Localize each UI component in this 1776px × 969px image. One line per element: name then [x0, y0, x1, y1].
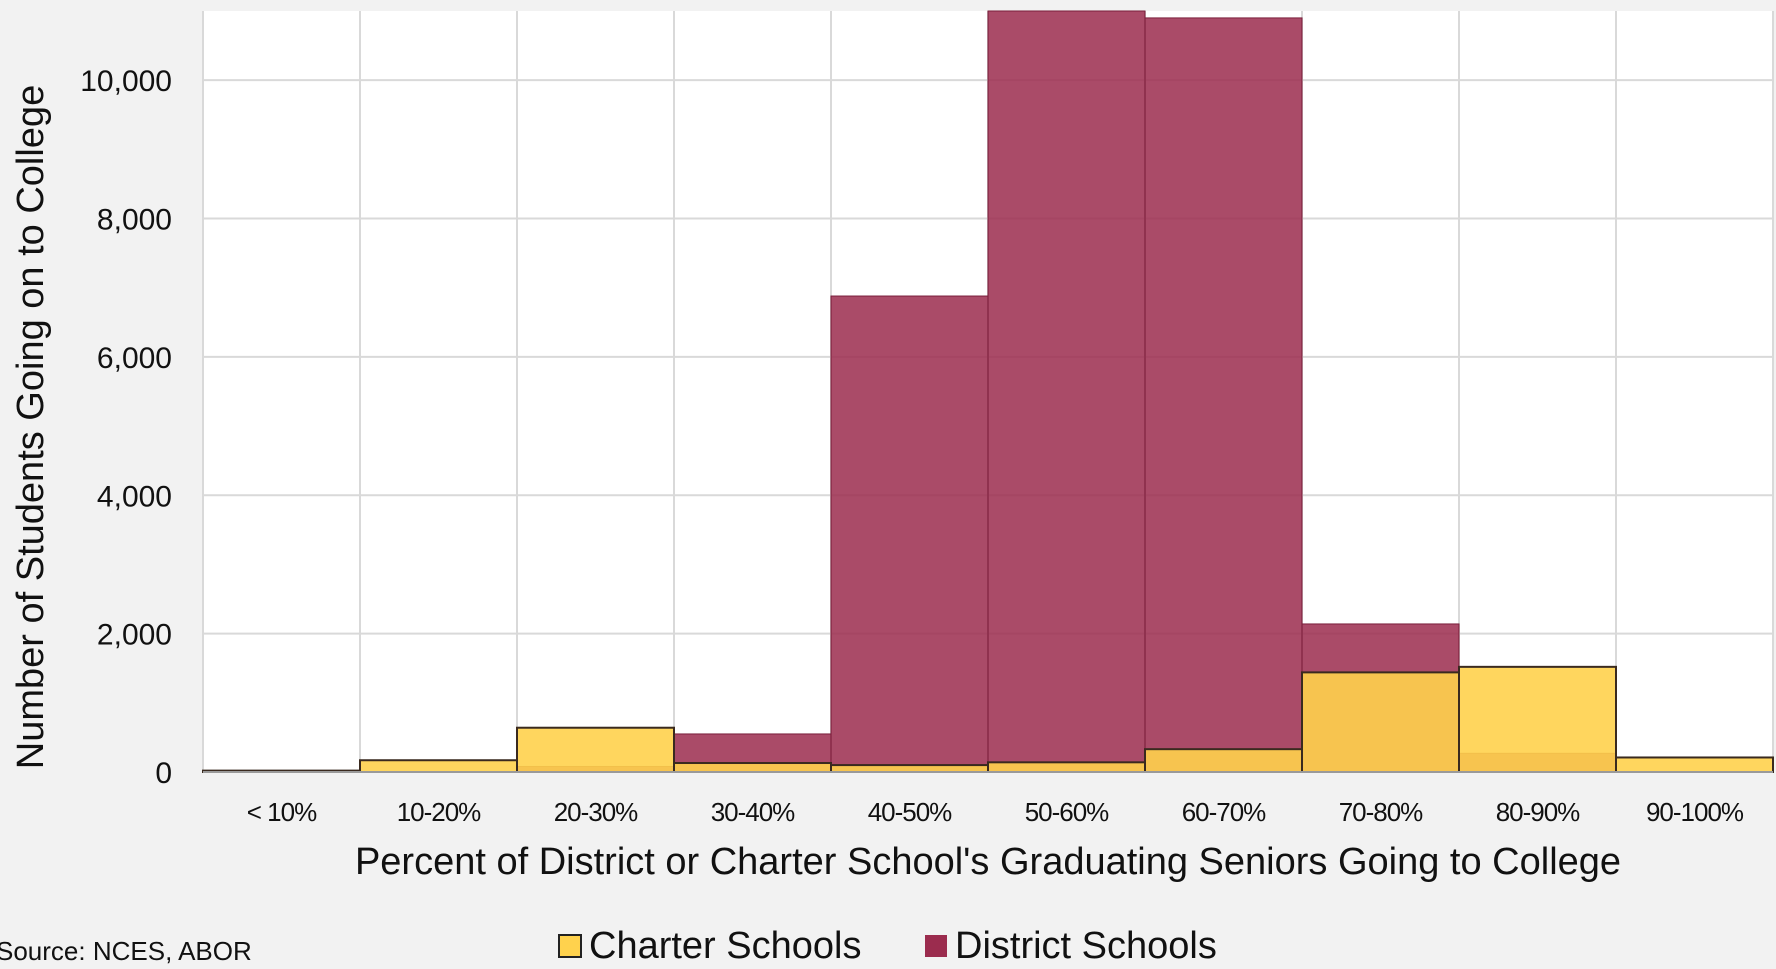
x-axis-title: Percent of District or Charter School's …: [355, 841, 1621, 883]
bar-charter: [1458, 665, 1617, 773]
bar-charter: [987, 761, 1146, 774]
x-tick-label: 60-70%: [1182, 797, 1266, 827]
x-tick-label: < 10%: [247, 797, 317, 827]
bar-charter: [1144, 748, 1303, 773]
x-tick-label: 20-30%: [554, 797, 638, 827]
source-note: Source: NCES, ABOR: [0, 936, 252, 964]
x-tick-labels: < 10% 10-20% 20-30% 30-40% 40-50% 50-60% 60-70…: [247, 797, 1745, 827]
bar-charter: [1615, 756, 1774, 773]
x-tick-label: 50-60%: [1025, 797, 1109, 827]
bar-district: [830, 295, 989, 773]
bar-charter: [673, 762, 832, 773]
legend-label-charter: Charter Schools: [589, 925, 861, 964]
y-tick-label: 10,000: [80, 65, 172, 98]
y-tick-label: 2,000: [97, 619, 172, 652]
y-tick-label: 0: [155, 757, 172, 790]
bar-charter: [359, 759, 518, 773]
bar-charter: [1301, 671, 1460, 773]
x-tick-label: 70-80%: [1339, 797, 1423, 827]
x-tick-label: 80-90%: [1496, 797, 1580, 827]
y-tick-label: 6,000: [97, 342, 172, 375]
y-axis-title: Number of Students Going on to College: [10, 85, 52, 769]
x-tick-label: 30-40%: [711, 797, 795, 827]
y-tick-labels: 0 2,000 4,000 6,000 8,000 10,000: [80, 65, 172, 790]
legend: Charter Schools District Schools: [558, 925, 1217, 967]
bar-district: [987, 10, 1146, 773]
bar-charter: [516, 726, 675, 773]
charter-bars: [202, 665, 1774, 774]
x-tick-label: 10-20%: [397, 797, 481, 827]
x-tick-label: 40-50%: [868, 797, 952, 827]
y-tick-label: 8,000: [97, 204, 172, 237]
bar-district: [1144, 17, 1303, 773]
legend-label-district: District Schools: [955, 925, 1217, 964]
bar-charter: [830, 764, 989, 774]
legend-swatch-district: [925, 935, 947, 957]
y-tick-label: 4,000: [97, 480, 172, 513]
x-tick-label: 90-100%: [1646, 797, 1744, 827]
legend-swatch-charter: [558, 934, 582, 958]
